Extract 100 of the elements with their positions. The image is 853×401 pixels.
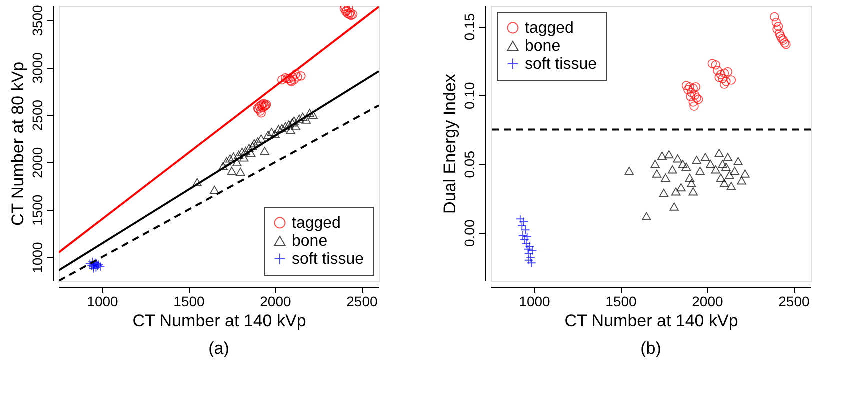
legend-label: tagged: [292, 215, 341, 232]
point: [706, 160, 716, 168]
point: [298, 112, 308, 122]
point: [290, 116, 299, 125]
point: [286, 126, 296, 134]
y-tick-label: 3500: [30, 4, 46, 36]
y-axis-title: CT Number at 80 kVp: [8, 62, 28, 226]
point: [624, 166, 634, 176]
point: [720, 179, 730, 188]
point: [730, 166, 740, 176]
point: [255, 102, 264, 112]
point: [723, 153, 733, 162]
text: (b): [640, 339, 662, 358]
point: [718, 74, 728, 84]
point: [226, 154, 235, 163]
point: [642, 212, 652, 220]
point: [302, 116, 311, 124]
point: [516, 214, 526, 224]
point: [726, 182, 736, 190]
point: [661, 174, 670, 182]
point: [528, 246, 538, 256]
point: [678, 160, 688, 168]
point: [737, 176, 746, 185]
legend-label: tagged: [525, 20, 574, 37]
point: [670, 202, 679, 211]
point: [278, 75, 287, 85]
point: [770, 12, 780, 22]
text: (a): [208, 339, 230, 358]
point: [694, 94, 704, 104]
point: [708, 59, 718, 68]
point: [664, 150, 674, 159]
point: [722, 77, 731, 86]
point: [696, 166, 705, 176]
point: [720, 68, 730, 78]
point: [714, 149, 724, 158]
x-tick-label: 2500: [346, 294, 378, 310]
point: [256, 108, 266, 118]
point: [308, 110, 318, 120]
y-tick-label: 1500: [30, 194, 46, 226]
point: [305, 109, 314, 118]
point: [668, 166, 678, 174]
point: [714, 72, 724, 82]
point: [684, 85, 693, 94]
point: [259, 99, 269, 108]
y-tick-label: 0.10: [462, 82, 478, 110]
legend-label: bone: [292, 233, 328, 250]
x-tick-label: 1000: [519, 294, 551, 310]
point: [296, 72, 306, 81]
point: [524, 248, 534, 258]
point: [290, 75, 299, 85]
point: [671, 188, 681, 196]
point: [288, 72, 298, 82]
point: [256, 106, 266, 116]
legend-label: soft tissue: [292, 251, 364, 268]
point: [673, 154, 682, 163]
point: [685, 174, 695, 182]
point: [716, 174, 726, 182]
point: [772, 24, 782, 34]
point: [740, 170, 750, 178]
point: [248, 142, 258, 150]
x-tick-label: 2000: [260, 294, 292, 310]
point: [519, 217, 528, 227]
point: [658, 152, 667, 160]
point: [244, 144, 254, 152]
x-tick-label: 2500: [778, 294, 810, 310]
point: [520, 225, 530, 235]
point: [527, 258, 536, 268]
y-tick-label: 0.15: [462, 13, 478, 41]
point: [700, 153, 710, 162]
point: [241, 147, 250, 156]
point: [264, 130, 273, 140]
point: [232, 158, 242, 167]
legend-label: bone: [525, 38, 561, 55]
point: [688, 84, 698, 94]
point: [687, 88, 696, 98]
point: [692, 156, 702, 164]
point: [687, 179, 696, 188]
point: [659, 188, 669, 198]
point: [280, 122, 290, 131]
point: [723, 67, 733, 77]
y-tick-label: 0.00: [462, 220, 478, 247]
legend-label: soft tissue: [525, 56, 598, 73]
point: [291, 122, 301, 131]
point: [518, 230, 528, 240]
point: [284, 120, 294, 129]
point: [518, 221, 527, 231]
point: [229, 152, 238, 161]
point: [772, 18, 782, 28]
y-tick-label: 2500: [30, 100, 46, 132]
point: [253, 138, 263, 146]
point: [239, 154, 249, 162]
point: [686, 92, 696, 102]
point: [218, 162, 228, 170]
point: [246, 148, 256, 158]
point: [712, 66, 722, 76]
point: [260, 147, 270, 156]
point: [776, 32, 786, 41]
point: [267, 128, 276, 136]
point: [293, 72, 302, 82]
point: [234, 150, 244, 159]
